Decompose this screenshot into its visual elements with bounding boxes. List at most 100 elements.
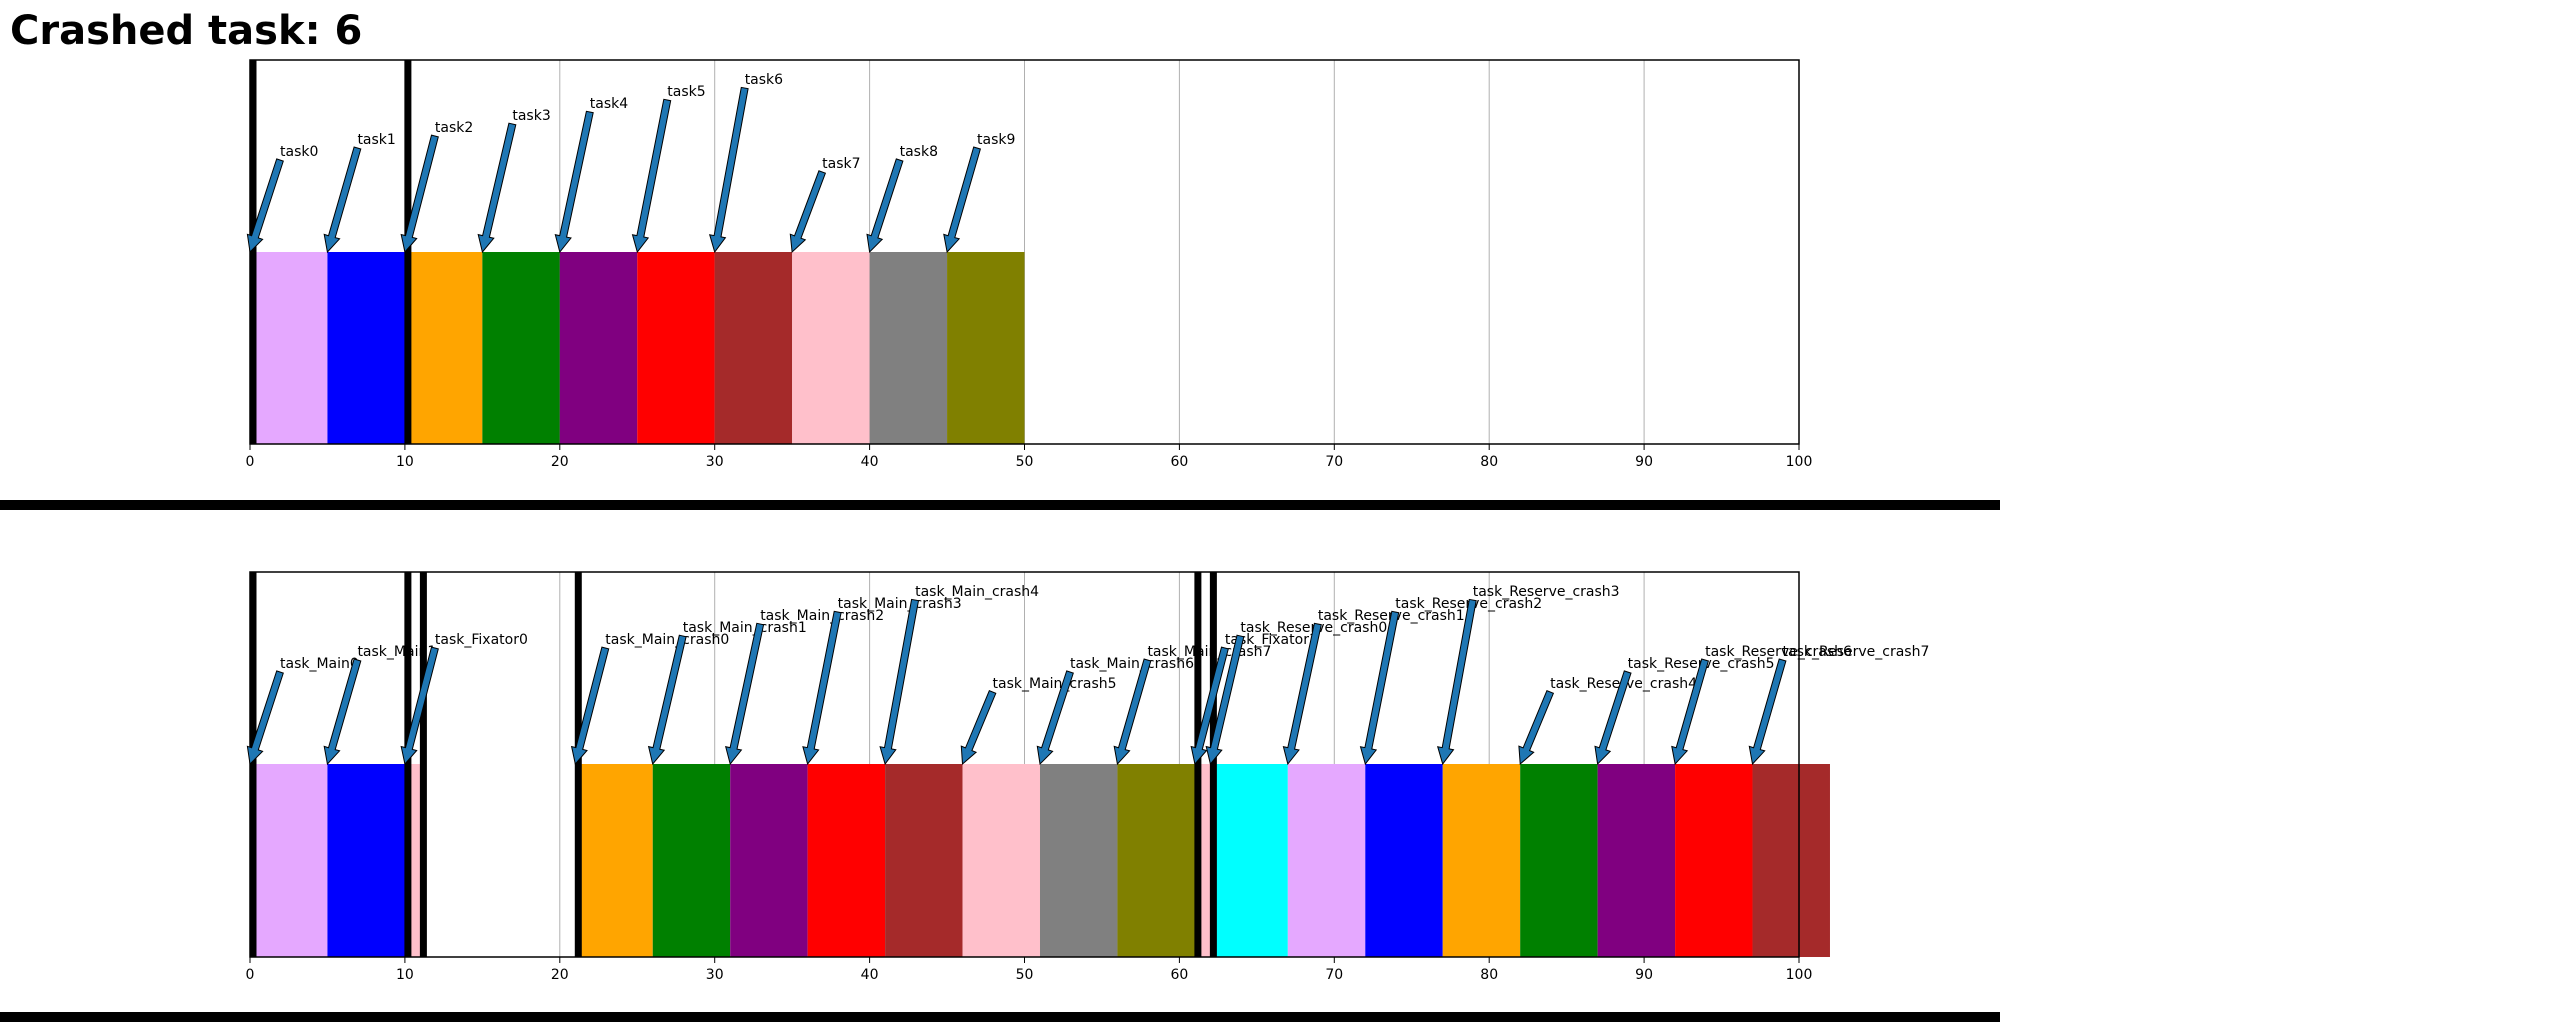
bar-task_Main_crash7	[1117, 764, 1195, 957]
plot-area	[249, 571, 1830, 958]
annotation-label: task_Main_crash2	[760, 608, 884, 624]
bar-task_Reserve_crash0	[1210, 764, 1288, 957]
annotation-label: task8	[900, 144, 938, 160]
annotation-label: task2	[435, 120, 473, 136]
annotation-label: task_Main_crash3	[838, 596, 962, 612]
bar-task_Reserve_crash3	[1442, 764, 1521, 957]
annotation-arrow	[866, 158, 904, 254]
bar-task_Main_crash1	[652, 764, 731, 957]
bar-task_Reserve_crash4	[1520, 764, 1598, 957]
annotation-label: task7	[822, 156, 860, 172]
x-tick-label: 70	[1325, 967, 1343, 983]
annotation-arrow	[1359, 610, 1400, 766]
x-tick-label: 30	[706, 967, 724, 983]
bar-task3	[482, 252, 560, 444]
annotation-arrow	[554, 110, 594, 254]
annotation-arrow	[1671, 658, 1710, 766]
annotation-arrow	[1113, 658, 1152, 766]
x-tick-label: 10	[396, 454, 414, 470]
annotation-label: task_Main0	[280, 656, 359, 672]
annotation-label: task_Main_crash4	[915, 584, 1039, 600]
x-tick-label: 80	[1480, 967, 1498, 983]
bar-task_Reserve_crash5	[1597, 764, 1676, 957]
annotation-label: task1	[357, 132, 395, 148]
plot-area	[249, 59, 1800, 445]
blank-area	[2000, 0, 2560, 1024]
annotation-label: task_Main_crash6	[1070, 656, 1194, 672]
annotation-label: task_Fixator1	[1225, 632, 1318, 648]
x-tick-label: 50	[1016, 967, 1034, 983]
timeline-chart-main: 0 10 20 30 40 50 60 70 80 90 100 task0 task1 task2 tas…	[246, 59, 1813, 470]
x-tick-label: 60	[1170, 967, 1188, 983]
annotation-arrow	[960, 690, 997, 766]
bar-task_Main_crash3	[807, 764, 886, 957]
page-title: Crashed task: 6	[10, 8, 363, 54]
annotation-label: task_Fixator0	[435, 632, 528, 648]
bar-task_Main0	[250, 764, 328, 957]
annotation-arrow	[1436, 598, 1477, 766]
bar-task_Reserve_crash1	[1287, 764, 1366, 957]
chart-separator	[0, 500, 2000, 510]
annotation-label: task_Main_crash0	[605, 632, 729, 648]
bar-task_Main_crash5	[962, 764, 1040, 957]
bar-task_Main_crash2	[730, 764, 808, 957]
annotation-arrow	[400, 134, 439, 254]
x-tick-label: 20	[551, 454, 569, 470]
annotation-arrow	[1190, 646, 1229, 766]
annotation-arrow	[1594, 670, 1632, 766]
annotation-arrow	[1205, 634, 1245, 766]
annotation-arrow	[246, 158, 284, 254]
annotation-arrow	[1282, 622, 1322, 766]
annotation-arrow	[879, 598, 920, 766]
x-tick-label: 40	[861, 454, 879, 470]
annotation-arrow	[647, 634, 687, 766]
annotation-label: task3	[512, 108, 550, 124]
bar-task0	[250, 252, 328, 444]
annotation-arrow	[725, 622, 765, 766]
x-tick-label: 60	[1170, 454, 1188, 470]
x-tick-label: 80	[1480, 454, 1498, 470]
x-tick-label: 10	[396, 967, 414, 983]
timeline-chart-crash: 0 10 20 30 40 50 60 70 80 90 100task_Main0task_Mai…	[246, 571, 1930, 983]
x-tick-label: 100	[1786, 454, 1813, 470]
annotation-arrow	[477, 122, 517, 254]
bar-task7	[792, 252, 870, 444]
annotation-arrow	[943, 146, 982, 254]
annotation-arrow	[802, 610, 842, 766]
bar-task4	[559, 252, 638, 444]
annotation-label: task_Reserve_crash7	[1783, 644, 1930, 660]
bar-task2	[404, 252, 483, 444]
annotation-label: task9	[977, 132, 1015, 148]
annotation-arrow	[323, 146, 362, 254]
bar-task_Main1	[327, 764, 405, 957]
annotation-label: task_Main_crash1	[683, 620, 807, 636]
bar-task8	[869, 252, 948, 444]
x-tick-label: 0	[246, 454, 255, 470]
annotation-arrow	[631, 98, 672, 254]
annotation-label: task0	[280, 144, 318, 160]
bar-task6	[714, 252, 793, 444]
x-tick-label: 70	[1325, 454, 1343, 470]
bar-task_Reserve_crash2	[1365, 764, 1443, 957]
bar-task1	[327, 252, 405, 444]
annotation-arrow	[570, 646, 610, 766]
annotation-label: task4	[590, 96, 628, 112]
x-tick-label: 100	[1786, 967, 1813, 983]
chart-separator	[0, 1012, 2000, 1022]
x-tick-label: 20	[551, 967, 569, 983]
annotation-arrow	[323, 658, 362, 766]
annotation-label: task_Main_crash5	[993, 676, 1117, 692]
x-tick-label: 30	[706, 454, 724, 470]
annotation-arrow	[708, 86, 749, 254]
bar-task_Reserve_crash7	[1752, 764, 1830, 957]
x-tick-label: 90	[1635, 454, 1653, 470]
annotation-arrow	[1518, 690, 1555, 766]
annotation-arrow	[400, 646, 439, 766]
annotation-label: task5	[667, 84, 705, 100]
bar-task_Main_crash6	[1039, 764, 1118, 957]
x-tick-label: 90	[1635, 967, 1653, 983]
bar-task5	[637, 252, 715, 444]
annotation-label: task_Reserve_crash6	[1705, 644, 1852, 660]
x-tick-label: 0	[246, 967, 255, 983]
bar-task_Reserve_crash6	[1675, 764, 1753, 957]
